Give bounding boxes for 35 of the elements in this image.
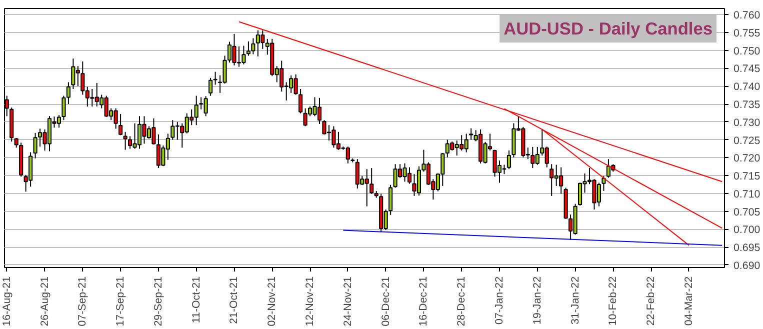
y-tick-label: 0.690 <box>734 260 760 272</box>
x-tick-label: 26-Aug-21 <box>38 276 51 326</box>
x-tick-label: 07-Sep-21 <box>76 276 89 326</box>
text: AUD-USD - Daily Candles <box>504 18 712 38</box>
y-tick-label: 0.705 <box>734 206 760 218</box>
y-tick-label: 0.760 <box>734 10 760 22</box>
x-tick-label: 02-Nov-21 <box>266 276 278 326</box>
x-tick-label: 16-Dec-21 <box>418 276 430 326</box>
x-tick-label: 16-Aug-21 <box>0 276 13 326</box>
y-tick-label: 0.725 <box>734 134 760 147</box>
x-tick-label: 19-Jan-22 <box>531 276 544 324</box>
x-tick-label: 31-Jan-22 <box>569 276 582 324</box>
x-tick-label: 12-Nov-21 <box>304 276 316 326</box>
x-tick-label: 11-Oct-21 <box>190 276 202 324</box>
y-tick-label: 0.720 <box>734 152 760 165</box>
y-tick-label: 0.695 <box>734 242 760 254</box>
x-tick-label: 29-Sep-21 <box>152 276 164 326</box>
y-tick-label: 0.710 <box>734 188 760 200</box>
y-tick-label: 0.735 <box>734 99 760 112</box>
x-tick-label: 04-Mar-22 <box>682 276 695 326</box>
x-tick-label: 06-Dec-21 <box>380 276 392 326</box>
y-tick-label: 0.700 <box>734 224 760 236</box>
y-tick-label: 0.755 <box>734 27 760 40</box>
y-tick-label: 0.715 <box>734 170 760 183</box>
y-tick-label: 0.740 <box>734 81 760 94</box>
y-tick-label: 0.745 <box>734 63 760 76</box>
x-tick-label: 21-Oct-21 <box>228 276 240 324</box>
x-tick-label: 28-Dec-21 <box>456 276 468 326</box>
y-tick-label: 0.750 <box>734 45 760 58</box>
x-tick-label: 22-Feb-22 <box>645 276 658 326</box>
x-tick-label: 07-Jan-22 <box>494 276 506 324</box>
x-tick-label: 24-Nov-21 <box>342 276 354 326</box>
x-tick-label: 10-Feb-22 <box>607 276 620 326</box>
y-tick-label: 0.730 <box>734 116 760 129</box>
x-tick-label: 17-Sep-21 <box>114 276 127 326</box>
